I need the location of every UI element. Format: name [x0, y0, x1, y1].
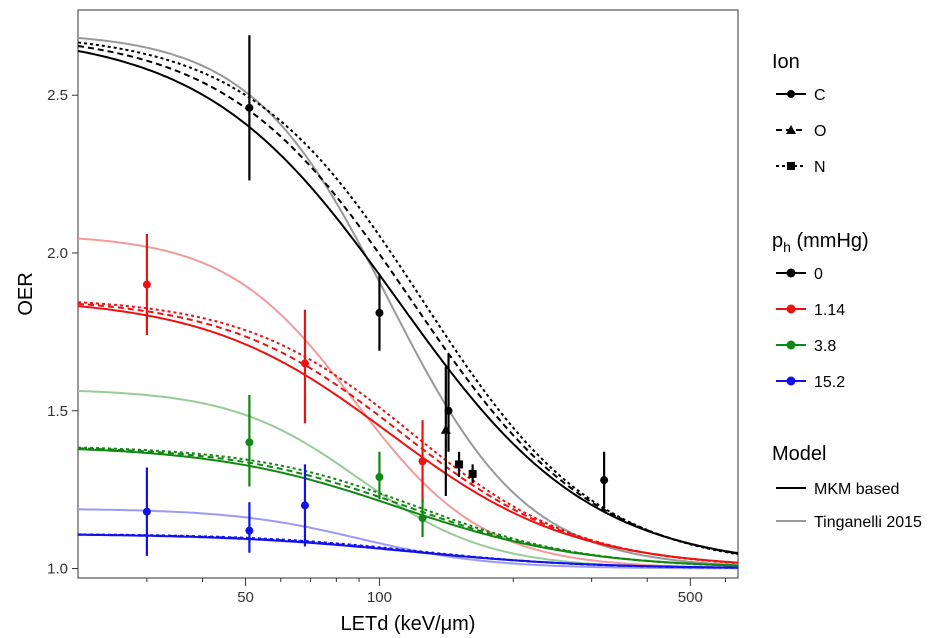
legend-ion-marker-C [787, 90, 795, 98]
data-point-1.14-2 [418, 457, 427, 466]
data-point-0-5 [468, 469, 477, 478]
points-layer [142, 35, 609, 556]
legend-ph-title-sub: h [783, 239, 791, 255]
data-point-3.8-2 [418, 514, 427, 523]
curve-mkm-0-N [77, 41, 739, 556]
legend-ion-marker-N [787, 162, 795, 170]
curves-layer [77, 36, 739, 570]
data-point-3.8-0 [245, 438, 254, 447]
y-tick-label: 1.5 [47, 403, 68, 420]
data-point-1.14-0 [142, 280, 151, 289]
legend-ion-label-C: C [814, 87, 826, 104]
legend-ion-label-O: O [814, 123, 826, 140]
legend: Ion C O N ph (mmHg) 0 1.14 3.8 15.2 Model MKM… [772, 51, 922, 531]
curve-tinganelli-1.14 [77, 237, 739, 569]
legend-ion-label-N: N [814, 159, 826, 176]
curve-mkm-3.8-N [77, 446, 739, 567]
legend-ion-title: Ion [772, 51, 800, 73]
y-tick-label: 2.5 [47, 87, 68, 104]
data-point-0-1 [375, 308, 384, 317]
curve-mkm-1.14-N [77, 301, 739, 565]
plot-panel [77, 9, 739, 579]
legend-ph-title: ph (mmHg) [772, 230, 869, 255]
curve-mkm-15.2-N [78, 533, 738, 569]
legend-ph-label: 0 [814, 266, 823, 283]
legend-ph-label: 3.8 [814, 338, 836, 355]
legend-ph-marker [786, 376, 796, 386]
curve-tinganelli-0 [77, 36, 739, 567]
data-point-3.8-1 [375, 473, 384, 482]
legend-ph-title-rest: (mmHg) [791, 230, 869, 252]
data-point-1.14-1 [300, 359, 309, 368]
data-point-0-0 [245, 103, 254, 112]
legend-model-label: Tinganelli 2015 [814, 514, 922, 531]
legend-model-title: Model [772, 443, 826, 465]
legend-model-entries: MKM based Tinganelli 2015 [776, 481, 922, 531]
data-point-15.2-2 [300, 501, 309, 510]
y-axis-title: OER [15, 272, 37, 315]
data-point-0-6 [600, 476, 609, 485]
x-tick-label: 50 [237, 589, 254, 606]
legend-ph-marker [786, 304, 796, 314]
legend-ion-entries: C O N [776, 87, 826, 176]
data-point-15.2-0 [142, 507, 151, 516]
y-tick-label: 2.0 [47, 245, 68, 262]
curve-mkm-0-C [77, 50, 739, 555]
legend-ph-entries: 0 1.14 3.8 15.2 [776, 266, 845, 391]
data-point-0-3 [440, 424, 451, 434]
legend-ph-marker [786, 340, 796, 350]
curve-mkm-1.14-O [77, 302, 739, 564]
legend-ph-label: 15.2 [814, 374, 845, 391]
legend-ph-label: 1.14 [814, 302, 845, 319]
data-point-15.2-1 [245, 526, 254, 535]
legend-ph-title-main: p [772, 230, 783, 252]
data-point-0-4 [455, 460, 464, 469]
legend-model-label: MKM based [814, 481, 899, 498]
y-tick-label: 1.0 [47, 561, 68, 578]
x-axis: 50 100 500 [146, 578, 727, 606]
x-tick-label: 100 [367, 589, 392, 606]
legend-ion-marker-O [786, 125, 796, 134]
curve-mkm-0-O [77, 45, 739, 555]
legend-ph-marker [786, 268, 796, 278]
x-axis-title: LETd (keV/μm) [341, 613, 476, 635]
x-tick-label: 500 [678, 589, 703, 606]
y-axis: 1.0 1.5 2.0 2.5 [47, 87, 78, 578]
